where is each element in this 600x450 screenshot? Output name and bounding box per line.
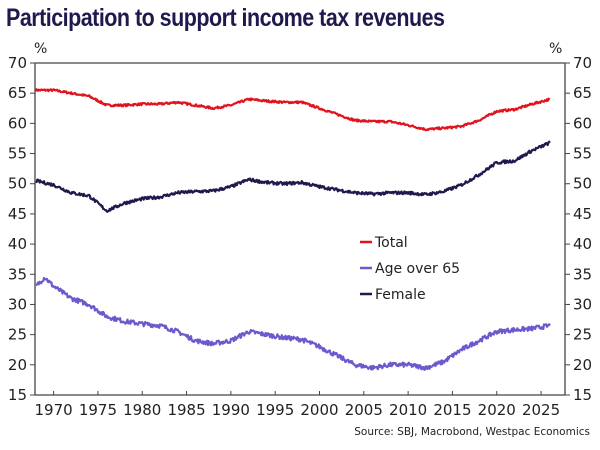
x-tick-label: 1985 [167, 401, 205, 419]
y-tick-label-left: 55 [8, 145, 27, 163]
x-tick-label: 2015 [433, 401, 471, 419]
y-tick-label-right: 50 [573, 175, 592, 193]
series-line-age-over-65 [35, 276, 551, 371]
x-tick-label: 2020 [478, 401, 516, 419]
y-tick-label-right: 70 [573, 54, 592, 72]
y-tick-label-right: 45 [573, 205, 592, 223]
y-tick-label-left: 40 [8, 235, 27, 253]
y-axis-unit-right: % [549, 41, 562, 57]
y-tick-label-right: 65 [573, 84, 592, 102]
y-tick-label-left: 35 [8, 265, 27, 283]
x-tick-label: 1995 [256, 401, 294, 419]
y-tick-label-right: 60 [573, 114, 592, 132]
x-tick-label: 2025 [522, 401, 560, 419]
y-tick-label-left: 50 [8, 175, 27, 193]
legend-label: Total [374, 235, 408, 251]
legend-label: Female [375, 287, 426, 303]
x-tick-label: 2010 [389, 401, 427, 419]
y-tick-label-left: 65 [8, 84, 27, 102]
legend: Total Age over 65 Female [360, 235, 460, 303]
y-tick-label-right: 20 [573, 356, 592, 374]
y-tick-label-left: 25 [8, 326, 27, 344]
y-tick-label-left: 30 [8, 295, 27, 313]
source-note: Source: SBJ, Macrobond, Westpac Economic… [354, 426, 590, 438]
y-tick-label-left: 70 [8, 54, 27, 72]
x-tick-label: 1975 [79, 401, 117, 419]
y-tick-label-right: 40 [573, 235, 592, 253]
x-tick-label: 2005 [345, 401, 383, 419]
y-tick-label-right: 15 [573, 386, 592, 404]
y-tick-label-right: 25 [573, 326, 592, 344]
x-tick-label: 1980 [123, 401, 161, 419]
y-tick-label-left: 15 [8, 386, 27, 404]
y-tick-label-left: 45 [8, 205, 27, 223]
y-tick-label-left: 60 [8, 114, 27, 132]
series-line-female [35, 140, 551, 213]
series-line-total [34, 88, 551, 132]
y-tick-label-right: 30 [573, 295, 592, 313]
y-tick-label-left: 20 [8, 356, 27, 374]
legend-label: Age over 65 [375, 261, 460, 277]
y-tick-label-right: 55 [573, 145, 592, 163]
y-axis-unit-left: % [34, 41, 47, 57]
series-layer [34, 88, 551, 371]
chart-title: Participation to support income tax reve… [6, 4, 445, 32]
x-tick-label: 1990 [212, 401, 250, 419]
x-tick-label: 1970 [35, 401, 73, 419]
x-tick-label: 2000 [300, 401, 338, 419]
y-tick-label-right: 35 [573, 265, 592, 283]
